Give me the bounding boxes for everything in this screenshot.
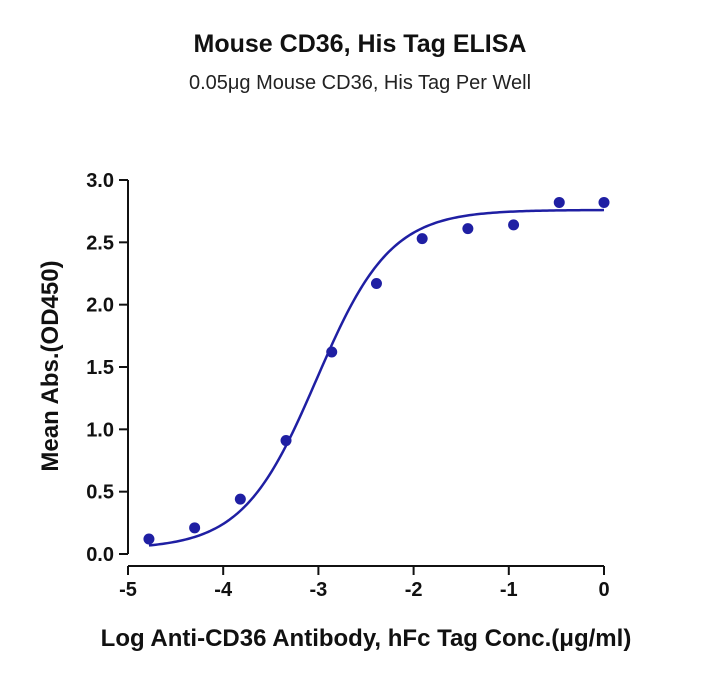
x-tick-label: -3 (310, 579, 328, 601)
x-axis-title: Log Anti-CD36 Antibody, hFc Tag Conc.(μg… (101, 625, 632, 652)
y-tick-label: 0.5 (86, 482, 114, 504)
data-point (416, 233, 428, 245)
x-tick-label: -1 (500, 579, 518, 601)
data-point (508, 219, 520, 231)
x-tick-label: -2 (405, 579, 423, 601)
data-point (280, 435, 292, 447)
data-point (598, 196, 610, 208)
data-point (553, 196, 565, 208)
y-tick-label: 3.0 (86, 170, 114, 192)
fitted-curve (148, 208, 605, 547)
data-point (143, 533, 155, 545)
data-point (326, 346, 338, 358)
x-tick-label: 0 (598, 579, 609, 601)
x-tick-label: -5 (119, 579, 137, 601)
y-tick-label: 1.5 (86, 357, 114, 379)
x-axis-ticks: -5 -4 -3 -2 -1 0 (119, 566, 610, 601)
y-axis-title: Mean Abs.(OD450) (37, 260, 64, 471)
x-tick-label: -4 (214, 579, 233, 601)
y-axis-ticks: 0.0 0.5 1.0 1.5 2.0 2.5 3.0 (86, 170, 128, 566)
y-tick-label: 2.0 (86, 295, 114, 317)
chart-title: Mouse CD36, His Tag ELISA (193, 30, 527, 58)
data-points (143, 196, 610, 545)
y-tick-label: 1.0 (86, 419, 114, 441)
y-tick-label: 0.0 (86, 544, 114, 566)
data-point (189, 522, 201, 534)
y-tick-label: 2.5 (86, 232, 114, 254)
data-point (370, 277, 382, 289)
data-point (462, 223, 474, 235)
chart-subtitle: 0.05μg Mouse CD36, His Tag Per Well (188, 72, 532, 94)
data-point (234, 493, 246, 505)
